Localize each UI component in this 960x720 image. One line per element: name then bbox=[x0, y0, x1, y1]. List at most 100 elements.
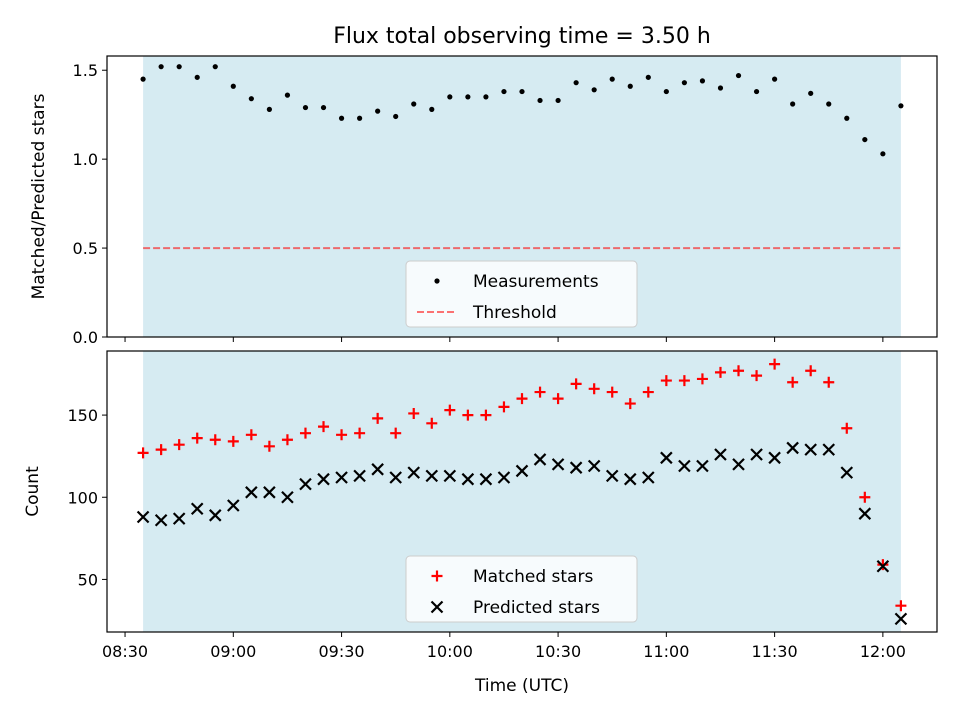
predicted-star-point bbox=[461, 472, 475, 486]
predicted-star-point bbox=[714, 448, 727, 461]
measurement-point bbox=[302, 104, 309, 111]
predicted-star-point bbox=[750, 448, 763, 461]
predicted-star-point bbox=[317, 472, 330, 486]
predicted-star-point bbox=[894, 612, 908, 626]
top-y-axis-label: Matched/Predicted stars bbox=[29, 93, 49, 299]
measurement-point bbox=[573, 80, 579, 86]
measurement-point bbox=[898, 103, 904, 109]
matched-star-point bbox=[895, 600, 907, 612]
legend-predicted-swatch bbox=[430, 600, 444, 614]
matched-star-point bbox=[606, 386, 618, 398]
x-tick-label: 11:00 bbox=[643, 642, 689, 661]
matched-star-point bbox=[191, 432, 203, 444]
top-y-tick-label: 1.5 bbox=[73, 61, 98, 80]
predicted-star-point bbox=[154, 513, 168, 527]
predicted-star-point bbox=[190, 502, 204, 516]
bottom-y-tick-label: 50 bbox=[78, 570, 98, 589]
predicted-star-point bbox=[533, 453, 547, 466]
matched-star-point bbox=[336, 429, 348, 441]
matched-star-point bbox=[281, 434, 293, 446]
legend-label: Predicted stars bbox=[473, 598, 600, 618]
matched-star-point bbox=[209, 434, 221, 446]
bottom-panel: 50 100 150 08:30 09:00 09:30 10:00 10:30 11:00 11… bbox=[23, 350, 938, 661]
measurement-point bbox=[429, 106, 435, 112]
predicted-star-point bbox=[858, 507, 872, 520]
legend-label: Matched stars bbox=[473, 567, 593, 587]
predicted-star-point bbox=[263, 486, 276, 499]
matched-star-point bbox=[588, 383, 600, 395]
matched-star-point bbox=[534, 386, 546, 398]
measurement-point bbox=[753, 88, 760, 95]
predicted-star-point bbox=[623, 472, 637, 486]
x-tick-label: 12:00 bbox=[860, 642, 906, 661]
measurement-point bbox=[591, 87, 597, 93]
predicted-star-point bbox=[822, 443, 836, 456]
measurement-point bbox=[537, 97, 543, 104]
matched-star-point bbox=[426, 417, 438, 429]
matched-star-point bbox=[155, 444, 167, 456]
predicted-star-point bbox=[299, 477, 312, 491]
matched-star-point bbox=[498, 401, 510, 413]
measurement-point bbox=[212, 64, 218, 70]
measurement-point bbox=[338, 115, 345, 121]
predicted-star-point bbox=[786, 441, 799, 455]
matched-star-point bbox=[733, 365, 745, 377]
measurement-point bbox=[681, 80, 687, 86]
matched-star-point bbox=[805, 365, 817, 377]
legend-matched-swatch bbox=[431, 570, 443, 582]
legend-measurement-swatch bbox=[434, 278, 440, 284]
predicted-star-point bbox=[569, 461, 583, 474]
measurement-point bbox=[808, 90, 814, 96]
matched-star-point bbox=[516, 393, 528, 405]
predicted-star-point bbox=[371, 463, 384, 476]
measurement-point bbox=[627, 83, 633, 89]
chart-title: Flux total observing time = 3.50 h bbox=[333, 24, 711, 49]
matched-star-point bbox=[299, 427, 311, 439]
predicted-star-point bbox=[497, 471, 511, 484]
bottom-legend: Matched stars Predicted stars bbox=[405, 555, 638, 623]
measurement-point bbox=[266, 106, 272, 112]
measurement-point bbox=[465, 94, 471, 100]
predicted-star-point bbox=[696, 459, 709, 473]
measurement-point bbox=[844, 115, 850, 121]
predicted-star-point bbox=[587, 459, 601, 473]
x-tick-label: 10:30 bbox=[535, 642, 581, 661]
predicted-star-point bbox=[605, 469, 619, 483]
measurement-point bbox=[447, 94, 453, 100]
predicted-star-point bbox=[208, 509, 222, 522]
legend-label: Measurements bbox=[473, 272, 599, 292]
measurement-point bbox=[411, 101, 417, 107]
bottom-y-tick-label: 150 bbox=[67, 406, 98, 425]
matched-star-point bbox=[227, 435, 239, 447]
matched-star-point bbox=[462, 409, 474, 421]
predicted-star-point bbox=[642, 471, 655, 484]
predicted-star-point bbox=[551, 458, 565, 471]
measurement-point bbox=[194, 74, 200, 80]
measurement-point bbox=[284, 92, 291, 98]
measurement-point bbox=[483, 94, 489, 100]
matched-star-point bbox=[372, 412, 384, 424]
measurement-point bbox=[375, 108, 381, 114]
x-tick-label: 09:30 bbox=[319, 642, 365, 661]
predicted-star-point bbox=[281, 490, 294, 504]
matched-star-point bbox=[137, 447, 149, 459]
measurement-point bbox=[320, 104, 327, 111]
measurement-point bbox=[717, 85, 724, 91]
top-legend: Measurements Threshold bbox=[405, 260, 638, 328]
matched-star-point bbox=[660, 375, 672, 387]
top-panel: 0.0 0.5 1.0 1.5 Matched/Predicted stars Measu… bbox=[29, 55, 938, 347]
measurement-point bbox=[140, 76, 146, 82]
predicted-star-point bbox=[335, 471, 348, 484]
measurement-point bbox=[230, 83, 236, 89]
matched-star-point bbox=[769, 358, 781, 370]
measurement-point bbox=[826, 101, 832, 107]
measurement-point bbox=[393, 113, 399, 120]
measurement-point bbox=[519, 88, 525, 95]
matched-star-point bbox=[245, 429, 257, 441]
top-y-tick-label: 0.5 bbox=[73, 239, 98, 258]
legend-label: Threshold bbox=[472, 303, 557, 323]
matched-star-point bbox=[696, 373, 708, 385]
predicted-star-point bbox=[840, 466, 854, 479]
predicted-star-point bbox=[425, 469, 439, 483]
